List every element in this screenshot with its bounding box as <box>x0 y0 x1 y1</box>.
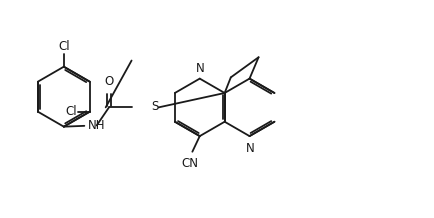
Text: CN: CN <box>181 157 198 170</box>
Text: O: O <box>104 75 114 88</box>
Text: S: S <box>152 100 159 113</box>
Text: Cl: Cl <box>66 105 77 118</box>
Text: N: N <box>195 61 204 75</box>
Text: N: N <box>246 142 255 155</box>
Text: Cl: Cl <box>58 40 69 53</box>
Text: NH: NH <box>88 119 105 132</box>
